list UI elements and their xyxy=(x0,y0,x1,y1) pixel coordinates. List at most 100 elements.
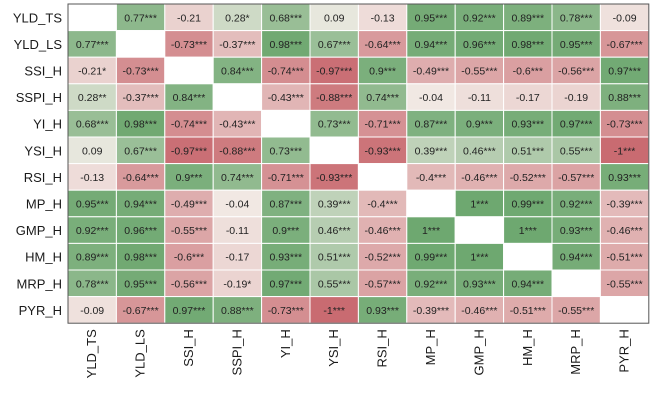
cell-value-label: -0.6*** xyxy=(174,252,204,264)
heatmap-cell xyxy=(357,216,408,244)
heatmap-cell xyxy=(454,163,505,191)
cell-value-label: -0.93*** xyxy=(316,172,352,184)
heatmap-cell xyxy=(599,269,650,298)
cell-value-label: 0.87*** xyxy=(269,199,302,211)
heatmap-cell xyxy=(551,109,601,138)
heatmap-cell xyxy=(503,269,553,298)
cell-value-label: -0.74*** xyxy=(171,119,207,131)
cell-value-label: 0.94*** xyxy=(124,199,157,211)
cell-value-label: 0.96*** xyxy=(463,39,496,51)
heatmap-cell xyxy=(454,242,505,271)
cell-value-label: -0.73*** xyxy=(268,305,304,317)
heatmap-cell xyxy=(406,216,456,244)
cell-value-label: -0.51*** xyxy=(510,305,546,317)
cell-value-label: 0.99*** xyxy=(511,199,544,211)
cell-value-label: 0.98*** xyxy=(269,39,302,51)
heatmap-cell xyxy=(115,296,166,324)
heatmap-cell xyxy=(406,109,456,138)
heatmap-cell xyxy=(309,242,359,271)
cell-value-label: 0.09 xyxy=(82,145,103,157)
cell-value-label: 0.28* xyxy=(225,12,250,24)
row-label: MP_H xyxy=(26,197,62,212)
heatmap-cell xyxy=(67,30,117,58)
row-label: YSI_H xyxy=(24,143,62,158)
heatmap-cell xyxy=(599,216,650,244)
heatmap-cell xyxy=(164,3,214,32)
heatmap-cell xyxy=(115,30,166,58)
cell-value-label: 0.87*** xyxy=(415,119,448,131)
heatmap-cell xyxy=(406,163,456,191)
heatmap-cell xyxy=(357,109,408,138)
heatmap-cell xyxy=(115,189,166,218)
cell-value-label: -0.49*** xyxy=(413,66,449,78)
row-label: SSPI_H xyxy=(16,90,62,105)
cell-value-label: 0.84*** xyxy=(173,92,206,104)
heatmap-cell xyxy=(212,136,263,165)
cell-value-label: 0.98*** xyxy=(511,39,544,51)
cell-value-label: -0.17 xyxy=(516,92,540,104)
cell-value-label: 0.92*** xyxy=(463,12,496,24)
heatmap-cell xyxy=(503,56,553,85)
cell-value-label: -0.57*** xyxy=(364,278,400,290)
cell-value-label: 0.88*** xyxy=(221,305,254,317)
heatmap-cell xyxy=(357,3,408,32)
cell-value-label: -0.57*** xyxy=(558,172,594,184)
cell-value-label: 0.39*** xyxy=(415,145,448,157)
cell-value-label: -0.39*** xyxy=(606,199,642,211)
heatmap-cell xyxy=(67,109,117,138)
heatmap-cell xyxy=(115,269,166,298)
cell-value-label: 0.95*** xyxy=(124,278,157,290)
cell-value-label: -0.56*** xyxy=(558,66,594,78)
heatmap-cell xyxy=(212,83,263,111)
column-label: YLD_TS xyxy=(84,329,99,378)
column-label: GMP_H xyxy=(471,329,486,375)
cell-value-label: 0.77*** xyxy=(124,12,157,24)
heatmap-cell xyxy=(67,3,117,32)
heatmap-cell xyxy=(599,136,650,165)
heatmap-cell xyxy=(357,189,408,218)
cell-value-label: -0.97*** xyxy=(316,66,352,78)
cell-value-label: 0.97*** xyxy=(173,305,206,317)
cell-value-label: 0.77*** xyxy=(76,39,109,51)
cell-value-label: 0.97*** xyxy=(269,278,302,290)
cell-value-label: -0.52*** xyxy=(364,252,400,264)
cell-value-label: 0.94*** xyxy=(511,278,544,290)
heatmap-cell xyxy=(454,269,505,298)
cell-value-label: 0.46*** xyxy=(318,225,351,237)
cell-value-label: -0.4*** xyxy=(367,199,397,211)
heatmap-cell xyxy=(454,216,505,244)
heatmap-cell xyxy=(551,163,601,191)
heatmap-cells xyxy=(67,3,650,324)
heatmap-cell xyxy=(309,56,359,85)
heatmap-cell xyxy=(406,189,456,218)
cell-value-label: -0.11 xyxy=(468,92,491,104)
row-labels: YLD_TS YLD_LS SSI_H SSPI_H YI_H YSI_H RSI_H MP_… xyxy=(13,10,62,318)
cell-value-label: -0.56*** xyxy=(171,278,207,290)
heatmap-cell xyxy=(164,56,214,85)
cell-value-label: 0.94*** xyxy=(560,252,593,264)
heatmap-cell xyxy=(67,163,117,191)
heatmap-cell xyxy=(503,163,553,191)
cell-value-label: -0.67*** xyxy=(122,305,158,317)
cell-value-label: -0.55*** xyxy=(171,225,207,237)
heatmap-cell xyxy=(599,189,650,218)
cell-value-label: -0.43*** xyxy=(219,119,255,131)
cell-value-label: -0.64*** xyxy=(364,39,400,51)
cell-value-label: -0.04 xyxy=(225,199,249,211)
column-label: YLD_LS xyxy=(133,329,148,378)
cell-value-label: 0.68*** xyxy=(269,12,302,24)
heatmap-cell xyxy=(115,109,166,138)
cell-value-label: 0.28** xyxy=(78,92,107,104)
cell-value-label: 0.98*** xyxy=(124,119,157,131)
cell-value-label: 0.51*** xyxy=(511,145,544,157)
cell-value-label: -1*** xyxy=(614,145,636,157)
cell-value-label: -0.49*** xyxy=(171,199,207,211)
row-label: GMP_H xyxy=(16,223,62,238)
heatmap-cell xyxy=(261,189,311,218)
row-label: RSI_H xyxy=(24,170,62,185)
cell-value-label: 0.99*** xyxy=(415,252,448,264)
heatmap-cell xyxy=(454,189,505,218)
cell-value-label: 0.94*** xyxy=(415,39,448,51)
heatmap-cell xyxy=(309,136,359,165)
cell-value-label: 0.39*** xyxy=(318,199,351,211)
